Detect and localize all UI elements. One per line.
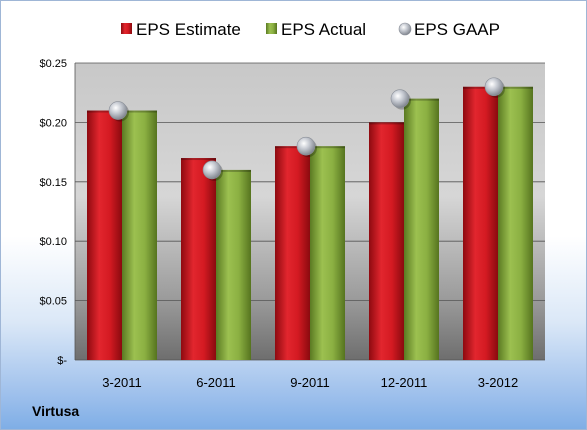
- point-eps-gaap: [296, 136, 316, 156]
- bar-top-edge: [498, 86, 533, 89]
- bar-top-edge: [87, 110, 122, 113]
- point-eps-gaap: [108, 101, 128, 120]
- bar-eps-estimate: [369, 122, 404, 361]
- legend-swatch-eps-estimate: [121, 23, 132, 34]
- y-tick-label: $0.15: [39, 177, 67, 189]
- x-tick-label: 12-2011: [381, 375, 428, 390]
- bar-eps-estimate: [275, 146, 310, 360]
- bar-top-edge: [369, 122, 404, 125]
- x-tick-label: 9-2011: [290, 375, 330, 390]
- bar-eps-actual: [216, 169, 251, 360]
- x-tick-label: 6-2011: [196, 375, 236, 390]
- bar-eps-actual: [122, 110, 157, 361]
- point-eps-gaap: [390, 89, 410, 108]
- y-tick-label: $0.05: [39, 296, 67, 308]
- x-tick-label: 3-2011: [102, 375, 142, 390]
- bar-top-edge: [310, 146, 345, 149]
- point-eps-gaap: [484, 77, 504, 97]
- bar-top-edge: [181, 158, 216, 161]
- legend: EPS Estimate EPS Actual EPS GAAP: [121, 20, 500, 39]
- bar-top-edge: [463, 86, 498, 89]
- legend-swatch-eps-actual: [266, 23, 277, 34]
- legend-label: EPS GAAP: [414, 20, 500, 39]
- y-tick-label: $0.25: [39, 58, 67, 70]
- bar-eps-actual: [498, 86, 533, 360]
- legend-swatch-eps-gaap: [398, 22, 412, 36]
- y-tick-label: $0.20: [39, 117, 67, 129]
- bar-top-edge: [275, 146, 310, 149]
- bar-eps-estimate: [87, 110, 122, 361]
- bar-eps-estimate: [181, 158, 216, 360]
- legend-label: EPS Estimate: [136, 20, 241, 39]
- y-tick-label: $0.10: [39, 236, 67, 248]
- bar-top-edge: [216, 169, 251, 172]
- bar-eps-estimate: [463, 86, 498, 360]
- bar-eps-actual: [404, 98, 439, 360]
- legend-label: EPS Actual: [281, 20, 366, 39]
- bar-eps-actual: [310, 146, 345, 360]
- company-name: Virtusa: [32, 403, 80, 419]
- x-tick-label: 3-2012: [478, 375, 518, 390]
- point-eps-gaap: [202, 160, 222, 180]
- y-tick-label: $-: [57, 355, 67, 367]
- bar-top-edge: [122, 110, 157, 113]
- bar-top-edge: [404, 98, 439, 101]
